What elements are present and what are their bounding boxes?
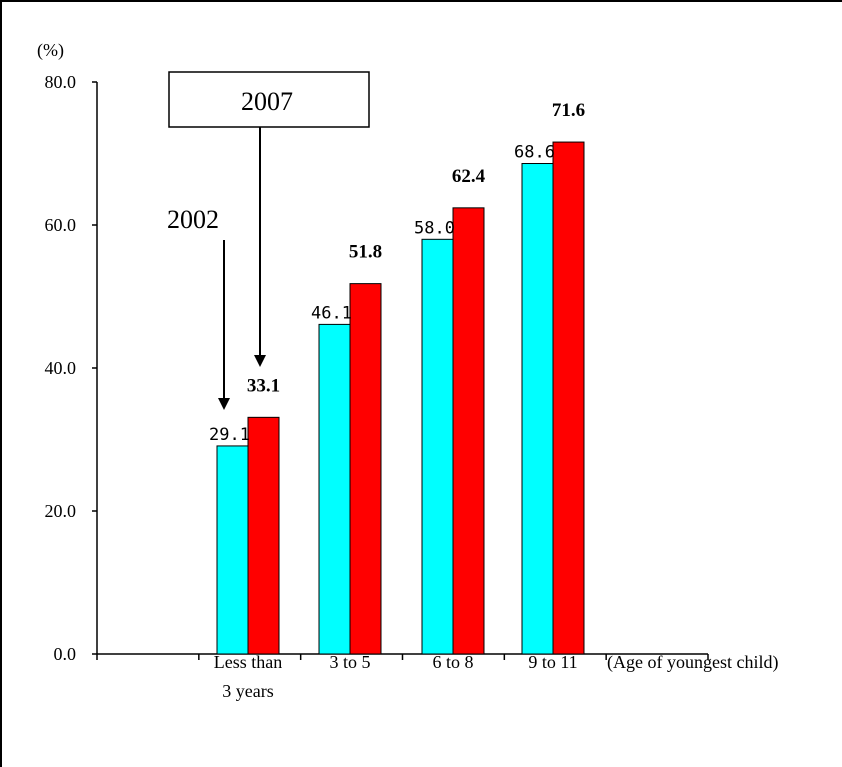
x-axis-title: (Age of youngest child) (607, 652, 778, 673)
x-category-label-line: Less than (214, 652, 282, 672)
x-category-label: 9 to 11 (528, 652, 577, 672)
bar-2002 (216, 445, 249, 655)
y-tick-label: 40.0 (45, 358, 77, 378)
x-category-label-line: 6 to 8 (432, 652, 473, 672)
callout-2007-arrowhead (254, 355, 266, 367)
callout-2002-arrowhead (218, 398, 230, 410)
data-labels: 29.1 33.1 Less than 3 years 46.1 51.8 3 to 5 58… (209, 100, 585, 701)
bar-2002 (318, 323, 351, 655)
x-category-label-line: 9 to 11 (528, 652, 577, 672)
y-tick-label: 0.0 (54, 644, 77, 664)
x-category-label: Less than 3 years (214, 652, 282, 701)
data-label-2007: 62.4 (452, 166, 486, 187)
y-tick-label: 20.0 (45, 501, 77, 521)
data-label-2007: 33.1 (247, 375, 280, 396)
bar-2007 (452, 207, 485, 655)
bars (216, 141, 585, 655)
bar-2007 (349, 283, 382, 655)
data-label-2002: 46.1 (311, 303, 352, 323)
bar-2002 (421, 238, 454, 655)
data-label-2002: 58.0 (414, 218, 455, 238)
data-label-2007: 71.6 (552, 100, 585, 121)
x-category-label: 6 to 8 (432, 652, 473, 672)
bar-2007 (552, 141, 585, 655)
callout-2002-label: 2002 (167, 205, 219, 234)
y-tick-label: 60.0 (45, 215, 77, 235)
x-category-label-line: 3 years (222, 681, 273, 701)
bar-2002 (521, 163, 554, 655)
x-category-label-line: 3 to 5 (329, 652, 370, 672)
callout-2007-box (168, 71, 370, 128)
x-category-label: 3 to 5 (329, 652, 370, 672)
bar-2007 (247, 416, 280, 655)
data-label-2002: 68.6 (514, 143, 555, 163)
y-tick-label: 80.0 (45, 72, 77, 92)
axes: 0.0 20.0 40.0 60.0 80.0 (45, 72, 709, 664)
y-unit-label: (%) (37, 40, 64, 61)
data-label-2007: 51.8 (349, 242, 382, 263)
callout-2007-label: 2007 (241, 87, 293, 116)
data-label-2002: 29.1 (209, 425, 250, 445)
